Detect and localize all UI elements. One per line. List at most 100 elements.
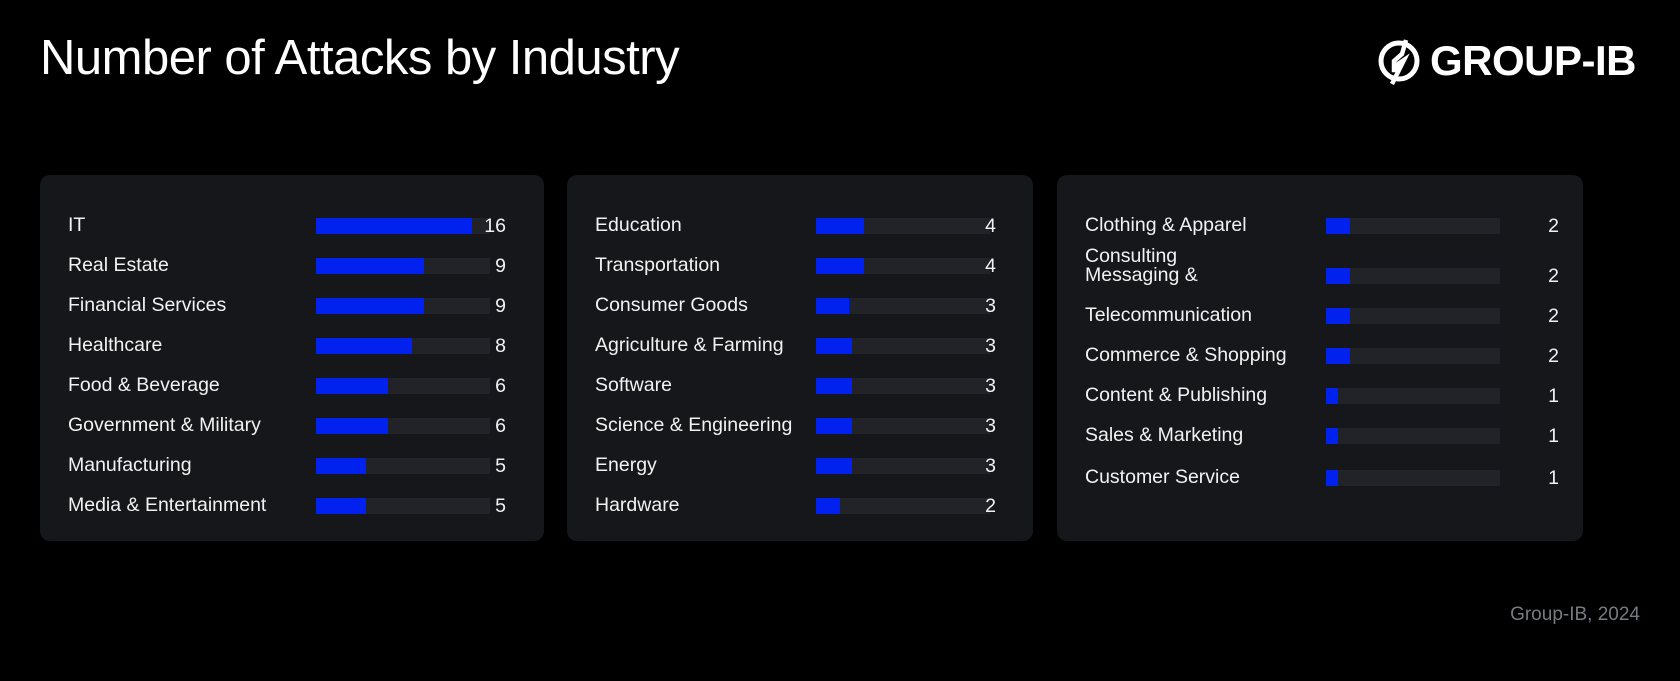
bar-fill <box>316 298 425 314</box>
bar-row: Agriculture & Farming 3 <box>567 175 1033 356</box>
page-title: Number of Attacks by Industry <box>40 31 680 85</box>
bar-row: Manufacturing 5 <box>40 175 544 476</box>
bar-fill <box>316 498 366 514</box>
bar-track <box>816 378 990 394</box>
bar-track <box>316 418 490 434</box>
bar-track <box>1326 388 1500 404</box>
bar-fill <box>316 378 389 394</box>
bar-track <box>816 218 990 234</box>
bar-track <box>316 498 490 514</box>
bar-fill <box>816 338 853 354</box>
attack-count: 6 <box>495 375 506 397</box>
attack-count: 4 <box>985 255 996 277</box>
industry-label: Manufacturing <box>68 454 192 476</box>
bar-fill <box>1326 268 1350 284</box>
bar-track <box>1326 428 1500 444</box>
attack-count: 1 <box>1548 385 1559 407</box>
bar-fill <box>816 498 840 514</box>
group-ib-logo-icon <box>1378 39 1420 86</box>
bar-fill <box>316 258 425 274</box>
bar-row: Food & Beverage 6 <box>40 175 544 396</box>
bar-row: Software 3 <box>567 175 1033 396</box>
attack-count: 2 <box>1548 265 1559 287</box>
bar-fill <box>1326 348 1350 364</box>
industry-label: Customer Service <box>1085 466 1240 488</box>
industry-panel-1: IT 16 Real Estate 9 Financial Services 9 Healt… <box>40 175 544 541</box>
attack-count: 5 <box>495 495 506 517</box>
bar-fill <box>1326 308 1350 324</box>
bar-fill <box>816 258 865 274</box>
attack-count: 3 <box>985 375 996 397</box>
bar-fill <box>316 458 366 474</box>
industry-label: Sales & Marketing <box>1085 424 1244 446</box>
bar-row: Content & Publishing 1 <box>1057 175 1583 406</box>
industry-label: Food & Beverage <box>68 374 220 396</box>
bar-row: Sales & Marketing 1 <box>1057 175 1583 446</box>
bar-fill <box>1326 470 1338 486</box>
attack-count: 3 <box>985 415 996 437</box>
bar-track <box>1326 470 1500 486</box>
logo-text: GROUP-IB <box>1430 37 1637 84</box>
industry-label: Healthcare <box>68 334 163 356</box>
industry-label: Energy <box>595 454 657 476</box>
bar-row: Government & Military 6 <box>40 175 544 436</box>
bar-track <box>316 458 490 474</box>
bar-track <box>316 258 490 274</box>
bar-row: Clothing & Apparel 2 <box>1057 175 1583 236</box>
industry-panel-3: Clothing & Apparel 2 Consulting Messaging … <box>1057 175 1583 541</box>
bar-fill <box>816 218 865 234</box>
industry-label: Transportation <box>595 254 721 276</box>
bar-fill <box>1326 388 1338 404</box>
bar-row: Hardware 2 <box>567 175 1033 516</box>
bar-track <box>316 298 490 314</box>
group-ib-logo: GROUP-IB <box>1376 34 1637 88</box>
attack-count: 6 <box>495 415 506 437</box>
industry-label: Consumer Goods <box>595 294 748 316</box>
bar-fill <box>816 378 853 394</box>
bar-track <box>816 458 990 474</box>
attack-count: 2 <box>1548 305 1559 327</box>
bar-row: Healthcare 8 <box>40 175 544 356</box>
industry-label: Consulting Messaging & <box>1085 245 1198 286</box>
bar-track <box>816 258 990 274</box>
industry-label: Commerce & Shopping <box>1085 344 1287 366</box>
bar-fill <box>816 458 853 474</box>
industry-panel-2: Education 4 Transportation 4 Consumer Goods 3… <box>567 175 1033 541</box>
industry-label: Software <box>595 374 672 396</box>
attack-count: 3 <box>985 455 996 477</box>
attack-count: 9 <box>495 295 506 317</box>
bar-track <box>316 218 490 234</box>
industry-label: Science & Engineering <box>595 414 793 436</box>
industry-label: Media & Entertainment <box>68 494 267 516</box>
industry-label: Agriculture & Farming <box>595 334 784 356</box>
bar-track <box>816 338 990 354</box>
attack-count: 16 <box>484 215 506 237</box>
bar-track <box>1326 348 1500 364</box>
bar-fill <box>316 338 413 354</box>
bar-fill <box>816 418 853 434</box>
industry-label: Financial Services <box>68 294 227 316</box>
bar-fill <box>316 418 389 434</box>
bar-fill <box>1326 428 1338 444</box>
bar-row: Consulting Messaging & 2 <box>1057 175 1583 286</box>
bar-track <box>316 338 490 354</box>
source-caption: Group-IB, 2024 <box>1510 604 1640 625</box>
bar-row: Real Estate 9 <box>40 175 544 276</box>
attack-count: 3 <box>985 295 996 317</box>
attack-count: 2 <box>1548 345 1559 367</box>
bar-row: IT 16 <box>40 175 544 236</box>
attack-count: 1 <box>1548 467 1559 489</box>
bar-track <box>1326 268 1500 284</box>
bar-row: Education 4 <box>567 175 1033 236</box>
bar-track <box>816 418 990 434</box>
industry-label: Telecommunication <box>1085 304 1252 326</box>
bar-track <box>1326 218 1500 234</box>
attack-count: 4 <box>985 215 996 237</box>
bar-fill <box>1326 218 1350 234</box>
industry-label: Education <box>595 214 682 236</box>
attack-count: 5 <box>495 455 506 477</box>
bar-track <box>316 378 490 394</box>
industry-label: Clothing & Apparel <box>1085 214 1247 236</box>
bar-fill <box>816 298 850 314</box>
bar-row: Telecommunication 2 <box>1057 175 1583 326</box>
